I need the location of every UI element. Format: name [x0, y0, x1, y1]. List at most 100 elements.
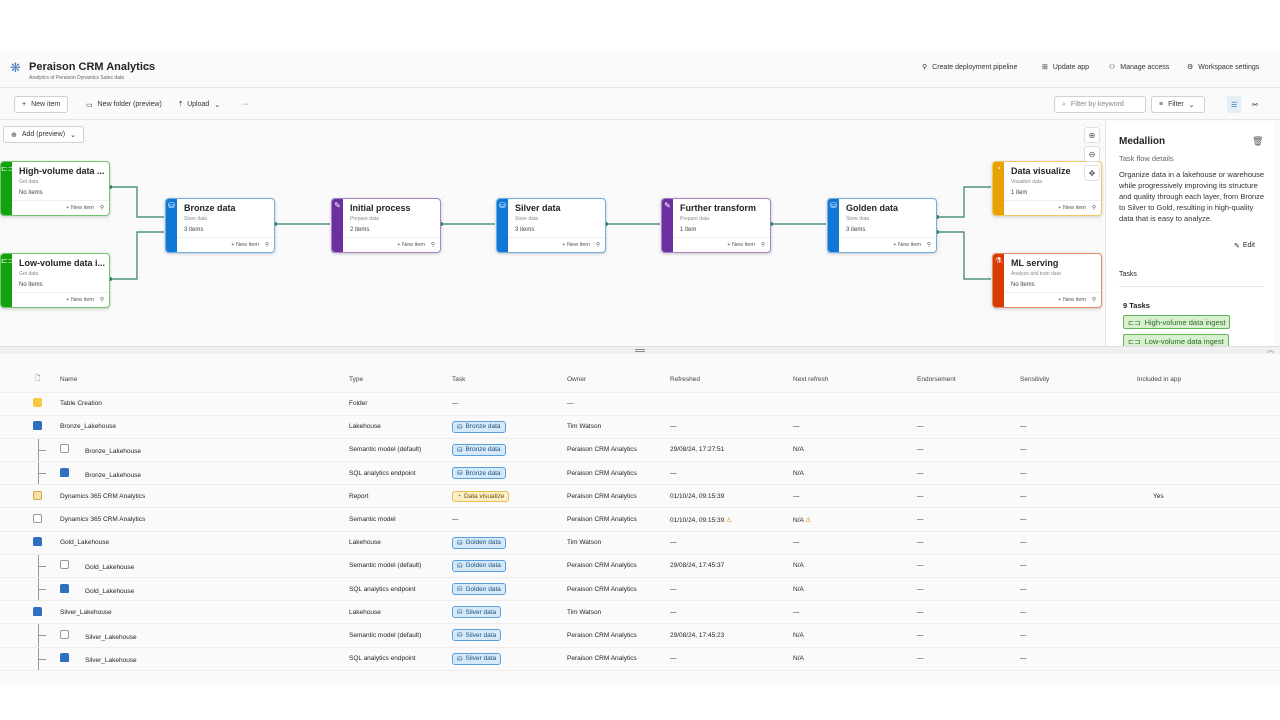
more-options-button[interactable]: ··· [242, 101, 249, 108]
col-sensitivity[interactable]: Sensitivity [1020, 368, 1137, 393]
edit-button[interactable]: ✎ Edit [1234, 242, 1255, 250]
label: New item [898, 242, 921, 248]
manage-access-button[interactable]: ⚇ Manage access [1109, 63, 1169, 72]
task-tag[interactable]: ⛁ Golden data [452, 559, 506, 572]
item-name[interactable]: Silver_Lakehouse [60, 608, 112, 616]
attach-icon[interactable]: ⚲ [926, 242, 931, 248]
task-tag[interactable]: ◔ Data visualize [452, 490, 510, 502]
delete-icon[interactable]: 🗑 [1252, 136, 1264, 146]
task-item-count: No items [1011, 282, 1035, 288]
new-item-button[interactable]: + New item [66, 205, 94, 211]
create-deployment-pipeline-button[interactable]: ⚲ Create deployment pipeline [922, 63, 1017, 72]
task-node[interactable]: ◔ Data visualize Visualize data 1 item +… [992, 161, 1102, 216]
attach-icon[interactable]: ⚲ [760, 242, 765, 248]
item-name[interactable]: Gold_Lakehouse [85, 564, 135, 572]
task-tag[interactable]: ⛁ Bronze data [452, 420, 506, 433]
item-name[interactable]: Dynamics 365 CRM Analytics [60, 516, 146, 524]
new-item-button[interactable]: + New item [1058, 205, 1086, 211]
table-row[interactable]: Silver_Lakehouse Lakehouse ⛁ Silver data … [0, 600, 1280, 625]
attach-icon[interactable]: ⚲ [99, 205, 104, 211]
table-row[interactable]: Gold_Lakehouse SQL analytics endpoint ⛁ G… [0, 577, 1280, 602]
item-name[interactable]: Bronze_Lakehouse [60, 423, 117, 431]
new-item-button[interactable]: + New item [893, 242, 921, 248]
task-tag[interactable]: ⛁ Silver data [452, 652, 502, 665]
fit-view-button[interactable]: ✥ [1084, 165, 1100, 181]
label: Data visualize [463, 492, 505, 500]
pane-splitter[interactable]: ︽ [0, 346, 1280, 354]
filter-keyword-input[interactable]: ⌕ Filter by keyword [1054, 96, 1146, 113]
add-preview-button[interactable]: ⊕ Add (preview) ⌄ [3, 126, 84, 143]
table-row[interactable]: Silver_Lakehouse Semantic model (default… [0, 623, 1280, 648]
attach-icon[interactable]: ⚲ [264, 242, 269, 248]
item-name[interactable]: Silver_Lakehouse [85, 657, 137, 665]
workspace-title: Peraison CRM Analytics [29, 61, 156, 73]
item-name[interactable]: Silver_Lakehouse [85, 633, 137, 641]
zoom-in-button[interactable]: ⊕ [1084, 127, 1100, 143]
task-node[interactable]: ✎ Further transform Prepare data 1 item … [661, 198, 771, 253]
table-row[interactable]: Dynamics 365 CRM Analytics Report ◔ Data … [0, 484, 1280, 509]
task-tag[interactable]: ⛁ Silver data [452, 629, 502, 642]
col-endorsement[interactable]: Endorsement [917, 368, 1020, 393]
task-tag[interactable]: ⛁ Golden data [452, 536, 506, 549]
refreshed-value: — [670, 585, 677, 593]
item-name[interactable]: Gold_Lakehouse [85, 587, 135, 595]
new-item-button[interactable]: + New item [66, 297, 94, 303]
attach-icon[interactable]: ⚲ [1091, 205, 1096, 211]
task-tag[interactable]: ⛁ Silver data [452, 606, 502, 619]
col-owner[interactable]: Owner [567, 368, 670, 393]
table-row[interactable]: Bronze_Lakehouse Lakehouse ⛁ Bronze data … [0, 415, 1280, 439]
task-node[interactable]: ⛁ Bronze data Store data 3 items + New i… [165, 198, 275, 253]
new-folder-button[interactable]: ▭ New folder (preview) [79, 96, 169, 113]
task-node[interactable]: ⛁ Silver data Store data 3 items + New i… [496, 198, 606, 253]
task-cell: ⛁ Silver data [452, 600, 567, 625]
zoom-out-button[interactable]: ⊖ [1084, 146, 1100, 162]
workspace-settings-button[interactable]: ⚙ Workspace settings [1187, 63, 1259, 72]
attach-icon[interactable]: ⚲ [430, 242, 435, 248]
table-row[interactable]: Dynamics 365 CRM Analytics Semantic mode… [0, 507, 1280, 532]
table-row[interactable]: Table Creation Folder — — [0, 392, 1280, 416]
new-item-button[interactable]: + New item [14, 96, 69, 113]
table-row[interactable]: Gold_Lakehouse Semantic model (default) … [0, 554, 1280, 579]
new-item-button[interactable]: + New item [397, 242, 425, 248]
item-name[interactable]: Dynamics 365 CRM Analytics [60, 492, 146, 500]
upload-button[interactable]: ⤒ Upload ⌄ [172, 96, 227, 113]
table-row[interactable]: Bronze_Lakehouse Semantic model (default… [0, 438, 1280, 463]
col-next-refresh[interactable]: Next refresh [793, 368, 917, 393]
task-title: Further transform [680, 203, 757, 213]
col-type[interactable]: Type [349, 368, 452, 393]
attach-icon[interactable]: ⚲ [99, 297, 104, 303]
table-row[interactable]: Gold_Lakehouse Lakehouse ⛁ Golden data Ti… [0, 531, 1280, 555]
task-node[interactable]: ⊏⊐ High-volume data ... Get data No item… [0, 161, 110, 216]
task-tag[interactable]: ⛁ Bronze data [452, 467, 506, 480]
new-item-button[interactable]: + New item [727, 242, 755, 248]
list-view-toggle[interactable]: ☰ [1227, 96, 1242, 113]
col-included-in-app[interactable]: Included in app [1137, 368, 1280, 393]
item-name[interactable]: Bronze_Lakehouse [85, 448, 142, 456]
task-tag[interactable]: ⛁ Bronze data [452, 443, 506, 456]
item-name[interactable]: Table Creation [60, 400, 102, 408]
sensitivity-cell: — [1020, 484, 1137, 509]
item-name[interactable]: Gold_Lakehouse [60, 539, 110, 547]
task-flow-canvas[interactable]: ⊕ Add (preview) ⌄ ⊏⊐ High-volume data ... … [0, 121, 1105, 346]
task-node[interactable]: ⚗ ML serving Analyze and train data No i… [992, 253, 1102, 308]
item-name[interactable]: Bronze_Lakehouse [85, 471, 142, 479]
task-node[interactable]: ✎ Initial process Prepare data 2 items +… [331, 198, 441, 253]
new-item-button[interactable]: + New item [1058, 297, 1086, 303]
task-node[interactable]: ⊏⊐ Low-volume data i... Get data No item… [0, 253, 110, 308]
update-app-button[interactable]: ⊞ Update app [1042, 63, 1089, 72]
collapse-icon[interactable]: ︽ [1267, 347, 1274, 354]
table-row[interactable]: Silver_Lakehouse SQL analytics endpoint … [0, 647, 1280, 671]
task-chip-high-volume[interactable]: ⊏⊐ High-volume data ingest [1123, 315, 1231, 329]
col-refreshed[interactable]: Refreshed [670, 368, 793, 393]
col-name[interactable]: Name [60, 368, 349, 393]
attach-icon[interactable]: ⚲ [595, 242, 600, 248]
col-task[interactable]: Task [452, 368, 567, 393]
task-node[interactable]: ⛁ Golden data Store data 3 items + New i… [827, 198, 937, 253]
attach-icon[interactable]: ⚲ [1091, 297, 1096, 303]
filter-button[interactable]: ≡ Filter ⌄ [1151, 96, 1205, 113]
table-row[interactable]: Bronze_Lakehouse SQL analytics endpoint … [0, 461, 1280, 486]
lineage-view-toggle[interactable]: ⚯ [1252, 101, 1258, 109]
new-item-button[interactable]: + New item [562, 242, 590, 248]
task-tag[interactable]: ⛁ Golden data [452, 583, 506, 596]
new-item-button[interactable]: + New item [231, 242, 259, 248]
